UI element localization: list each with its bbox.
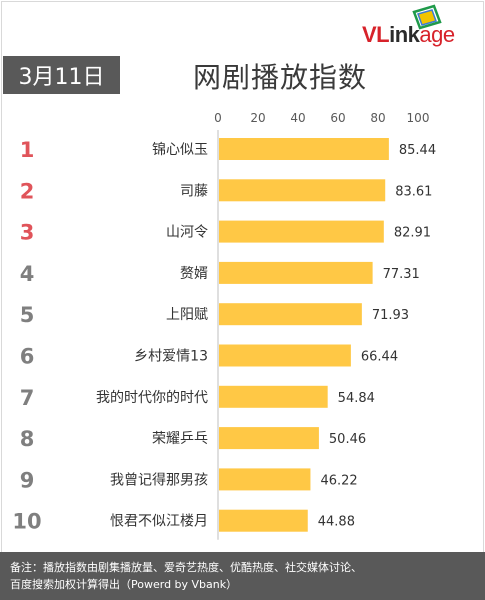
bar [219,220,384,243]
bar-chart: 0 20 40 60 80 100 85.44 锦心似玉 1 83.61 司藤 2 82.91 山河令 3 7… [12,111,436,540]
logo-wordmark: VLinkage [362,22,455,47]
rank-number: 8 [20,427,35,451]
footnote-line-1: 备注：播放指数由剧集播放量、爱奇艺热度、优酷热度、社交媒体讨论、 [10,561,362,574]
category-label: 荣耀乒乓 [152,431,208,447]
category-label: 赘婿 [180,265,208,282]
rank-number: 2 [20,179,35,203]
x-tick-label: 40 [290,111,305,125]
footnote: 备注：播放指数由剧集播放量、爱奇艺热度、优酷热度、社交媒体讨论、 百度搜索加权计… [0,552,485,600]
data-label: 83.61 [395,184,432,199]
chart-title: 网剧播放指数 [192,61,367,94]
category-label: 我曾记得那男孩 [110,471,208,488]
rank-number: 5 [20,303,35,327]
bar [219,427,319,450]
rank-number: 3 [20,221,35,245]
x-tick-label: 80 [370,111,385,125]
bar [219,385,328,408]
category-label: 司藤 [180,183,208,199]
rank-number: 9 [20,468,35,492]
data-label: 44.88 [318,515,355,530]
bar [219,303,362,326]
x-tick-label: 60 [330,111,345,125]
x-tick-label: 20 [250,111,265,125]
rank-number: 10 [12,510,41,534]
bar [219,261,373,284]
category-label: 我的时代你的时代 [96,390,208,406]
bar [219,468,311,491]
category-label: 锦心似玉 [152,141,208,158]
bar [219,509,308,532]
category-label: 上阳赋 [166,307,208,323]
rank-number: 6 [20,345,35,369]
data-label: 82.91 [394,226,431,241]
data-label: 71.93 [372,308,409,323]
category-label: 山河令 [166,225,208,241]
rank-number: 7 [20,386,35,410]
data-label: 50.46 [329,432,366,447]
data-label: 77.31 [383,267,420,282]
data-label: 54.84 [338,391,375,406]
category-label: 乡村爱情13 [134,349,208,365]
vlinkage-logo: VLinkage [354,4,474,52]
date-badge: 3月11日 [3,56,120,94]
bar [219,138,389,160]
category-label: 恨君不似江楼月 [110,514,208,530]
bar [219,179,386,202]
footnote-line-2: 百度搜索加权计算得出（Powerd by Vbank） [10,578,238,591]
x-tick-label: 100 [407,111,430,125]
bar [219,344,351,367]
data-label: 66.44 [361,350,398,365]
logo-frame-icon [412,4,442,30]
data-label: 85.44 [399,143,436,158]
rank-number: 1 [20,138,35,162]
x-tick-label: 0 [214,111,222,125]
data-label: 46.22 [320,473,357,488]
rank-number: 4 [20,262,35,286]
